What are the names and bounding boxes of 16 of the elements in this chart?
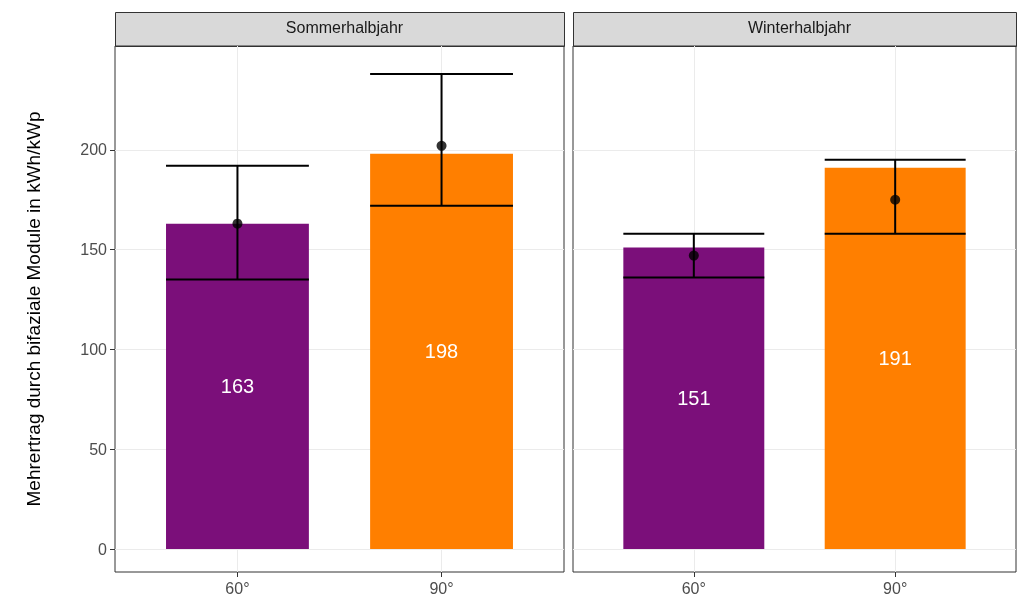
x-tick-label: 60° <box>225 579 250 597</box>
y-tick-label: 150 <box>80 241 108 259</box>
y-tick-label: 50 <box>89 440 108 458</box>
data-label: 198 <box>424 340 459 363</box>
data-label: 151 <box>677 387 711 410</box>
chart-title: Winterhalbjahr <box>747 18 852 36</box>
y-tick-label: 0 <box>98 540 108 558</box>
y-axis-title: Mehrertrag durch bifaziale Module in kWh/kWp <box>23 111 44 507</box>
x-tick-label: 90° <box>429 579 454 597</box>
chart-title: Sommerhalbjahr <box>285 18 404 36</box>
data-label: 191 <box>878 347 912 370</box>
y-tick-label: 200 <box>80 141 108 159</box>
x-tick-label: 60° <box>681 579 706 597</box>
x-tick-label: 90° <box>883 579 908 597</box>
data-label: 163 <box>220 375 255 398</box>
y-tick-label: 100 <box>80 340 108 358</box>
